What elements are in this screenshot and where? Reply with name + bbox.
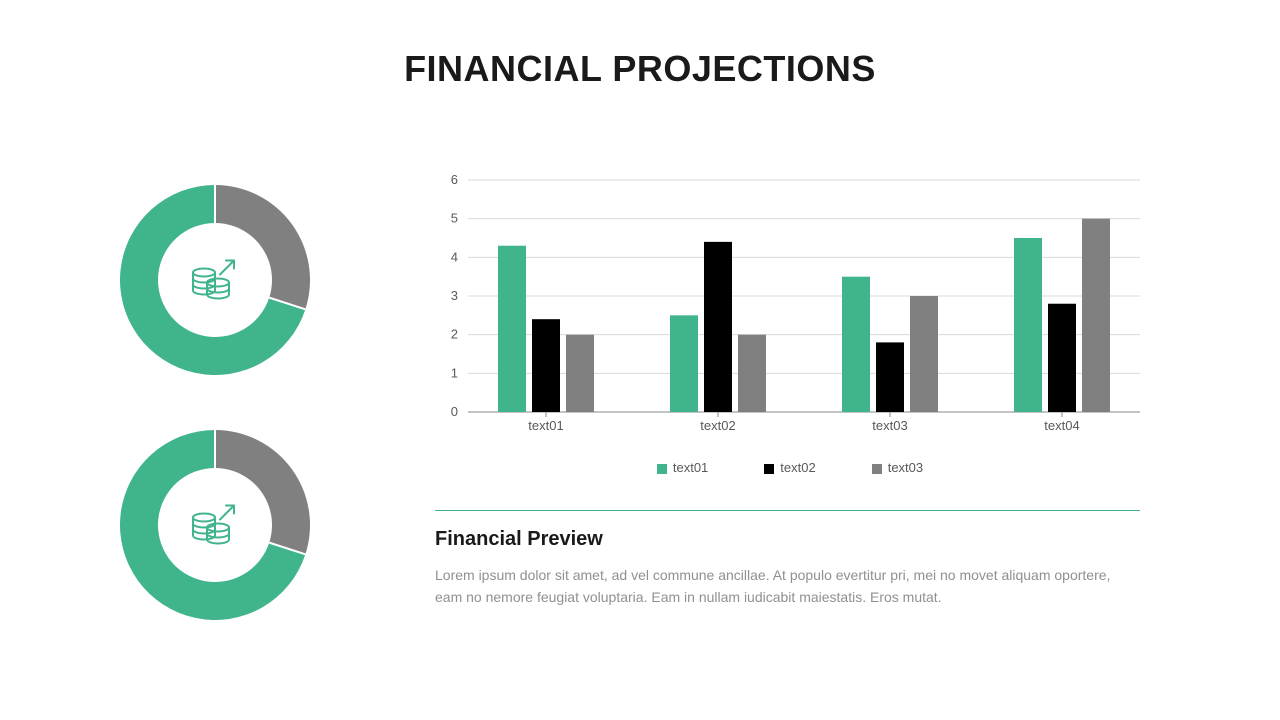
bar	[1082, 219, 1110, 412]
legend-item: text02	[764, 460, 815, 475]
legend-swatch	[764, 464, 774, 474]
bar	[498, 246, 526, 412]
legend-label: text03	[888, 460, 923, 475]
svg-text:3: 3	[451, 288, 458, 303]
svg-text:2: 2	[451, 327, 458, 342]
bar	[532, 319, 560, 412]
legend-label: text02	[780, 460, 815, 475]
legend-item: text01	[657, 460, 708, 475]
bar	[876, 342, 904, 412]
bar-chart: 0 1 2 3 4 5 6 text01 text02 text03 text04	[430, 170, 1150, 450]
bar	[1014, 238, 1042, 412]
slide: { "title": { "text": "FINANCIAL PROJECTI…	[0, 0, 1280, 720]
svg-text:6: 6	[451, 172, 458, 187]
svg-text:5: 5	[451, 211, 458, 226]
bar	[910, 296, 938, 412]
bar	[566, 335, 594, 412]
preview-title: Financial Preview	[435, 528, 603, 551]
bar	[842, 277, 870, 412]
donut-chart-2	[120, 430, 310, 620]
legend-swatch	[872, 464, 882, 474]
bar-chart-legend: text01 text02 text03	[430, 460, 1150, 475]
bar	[1048, 304, 1076, 412]
bar	[704, 242, 732, 412]
page-title: FINANCIAL PROJECTIONS	[0, 48, 1280, 90]
donut-chart-1	[120, 185, 310, 375]
legend-item: text03	[872, 460, 923, 475]
bar-chart-svg: 0 1 2 3 4 5 6 text01 text02 text03 text04	[430, 170, 1150, 450]
bar	[738, 335, 766, 412]
svg-text:text01: text01	[528, 418, 563, 433]
coins-growth-icon	[188, 253, 242, 308]
coins-growth-icon	[188, 498, 242, 553]
legend-label: text01	[673, 460, 708, 475]
svg-text:0: 0	[451, 404, 458, 419]
section-divider	[435, 510, 1140, 511]
svg-text:1: 1	[451, 365, 458, 380]
legend-swatch	[657, 464, 667, 474]
svg-text:text02: text02	[700, 418, 735, 433]
svg-text:text03: text03	[872, 418, 907, 433]
svg-text:text04: text04	[1044, 418, 1079, 433]
svg-text:4: 4	[451, 249, 458, 264]
preview-body: Lorem ipsum dolor sit amet, ad vel commu…	[435, 565, 1135, 608]
bar	[670, 315, 698, 412]
